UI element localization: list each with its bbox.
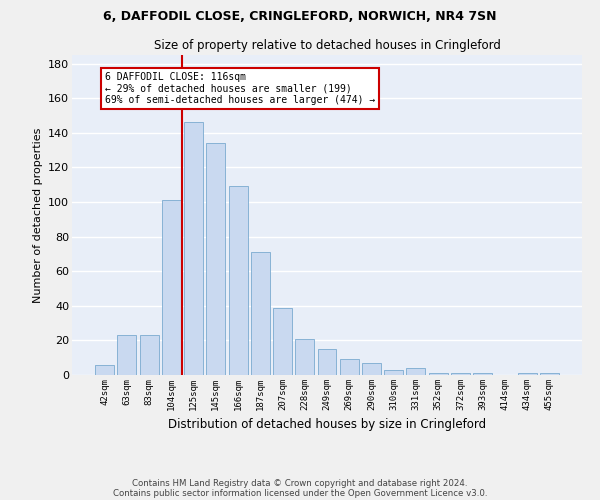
Bar bbox=[162, 200, 181, 375]
Bar bbox=[540, 374, 559, 375]
Bar bbox=[184, 122, 203, 375]
Bar bbox=[384, 370, 403, 375]
X-axis label: Distribution of detached houses by size in Cringleford: Distribution of detached houses by size … bbox=[168, 418, 486, 432]
Bar bbox=[518, 374, 536, 375]
Bar bbox=[473, 374, 492, 375]
Bar bbox=[317, 349, 337, 375]
Bar bbox=[406, 368, 425, 375]
Text: 6 DAFFODIL CLOSE: 116sqm
← 29% of detached houses are smaller (199)
69% of semi-: 6 DAFFODIL CLOSE: 116sqm ← 29% of detach… bbox=[104, 72, 375, 106]
Bar bbox=[206, 143, 225, 375]
Bar bbox=[295, 338, 314, 375]
Bar bbox=[340, 360, 359, 375]
Y-axis label: Number of detached properties: Number of detached properties bbox=[32, 128, 43, 302]
Bar bbox=[273, 308, 292, 375]
Bar bbox=[140, 335, 158, 375]
Text: Contains public sector information licensed under the Open Government Licence v3: Contains public sector information licen… bbox=[113, 488, 487, 498]
Bar bbox=[429, 374, 448, 375]
Title: Size of property relative to detached houses in Cringleford: Size of property relative to detached ho… bbox=[154, 40, 500, 52]
Text: Contains HM Land Registry data © Crown copyright and database right 2024.: Contains HM Land Registry data © Crown c… bbox=[132, 478, 468, 488]
Bar bbox=[229, 186, 248, 375]
Text: 6, DAFFODIL CLOSE, CRINGLEFORD, NORWICH, NR4 7SN: 6, DAFFODIL CLOSE, CRINGLEFORD, NORWICH,… bbox=[103, 10, 497, 23]
Bar bbox=[362, 363, 381, 375]
Bar bbox=[118, 335, 136, 375]
Bar bbox=[451, 374, 470, 375]
Bar bbox=[95, 364, 114, 375]
Bar bbox=[251, 252, 270, 375]
